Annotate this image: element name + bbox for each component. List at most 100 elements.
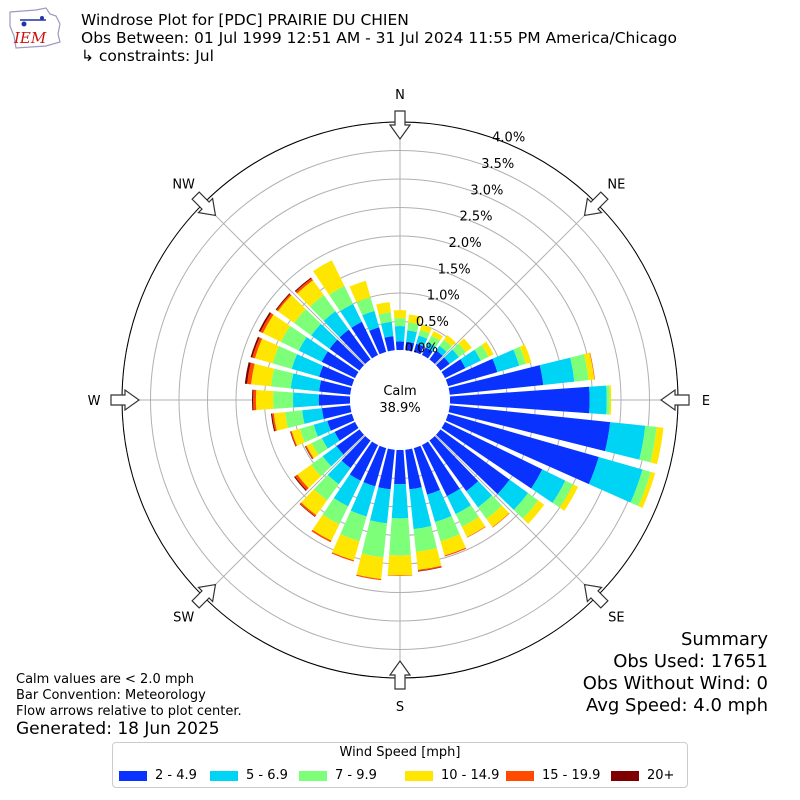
- wind-bar-segment: [413, 343, 424, 355]
- wind-bar-segment: [420, 324, 432, 334]
- wind-bar-segment: [584, 352, 595, 381]
- wind-bar-segment: [251, 363, 275, 387]
- wind-bar-segment: [362, 310, 380, 331]
- wind-bar-segment: [435, 429, 510, 495]
- wind-bar-segment: [650, 426, 664, 465]
- wind-bar-segment: [294, 277, 312, 292]
- wind-bar-segment: [340, 303, 362, 328]
- wind-bar-segment: [406, 330, 417, 344]
- wind-bar-segment: [492, 513, 510, 528]
- wind-bar-segment: [452, 343, 466, 358]
- iem-logo: IEM: [9, 7, 61, 49]
- wind-bar-segment: [605, 422, 646, 460]
- wind-bar-segment: [297, 464, 321, 489]
- wind-bar-segment: [270, 413, 276, 432]
- wind-bar-segment: [519, 344, 532, 364]
- legend-swatch: [405, 771, 433, 781]
- wind-bar-segment: [497, 479, 529, 510]
- legend-swatch: [611, 771, 639, 781]
- wind-bar-segment: [378, 448, 395, 490]
- wind-bar-segment: [301, 489, 328, 516]
- wind-bar-segment: [276, 293, 292, 312]
- wind-bar-segment: [474, 344, 489, 361]
- grid-spoke: [203, 435, 365, 597]
- wind-bar-segment: [309, 294, 336, 321]
- wind-bar-segment: [258, 312, 272, 332]
- wind-bar-segment: [322, 446, 344, 467]
- wind-bar-segment: [273, 412, 288, 431]
- flow-arrow-icon: [110, 388, 141, 412]
- wind-bar-segment: [417, 566, 442, 572]
- legend-label: 5 - 6.9: [246, 768, 288, 783]
- wind-bar-segment: [552, 480, 574, 508]
- wind-bar-segment: [407, 322, 419, 333]
- wind-bar-segment: [280, 325, 307, 351]
- radial-tick-label: 3.0%: [470, 183, 503, 198]
- wind-bar-segment: [394, 449, 406, 485]
- wind-bar-segment: [262, 314, 291, 342]
- wind-bar-segment: [340, 510, 367, 542]
- wind-bar-segment: [349, 280, 371, 303]
- wind-bar-segment: [477, 495, 503, 519]
- wind-bar-segment: [429, 350, 443, 365]
- wind-bar-segment: [376, 302, 391, 315]
- wind-bar-segment: [312, 514, 340, 541]
- wind-bar-segment: [441, 359, 466, 379]
- wind-bar-segment: [630, 469, 651, 507]
- wind-bar-segment: [387, 555, 413, 576]
- wind-bar-segment: [319, 380, 352, 395]
- legend-swatch: [210, 771, 238, 781]
- wind-bar-segment: [293, 392, 319, 408]
- wind-bar-segment: [252, 337, 263, 359]
- wind-bar-segment: [302, 408, 324, 424]
- wind-bar-segment: [323, 311, 349, 338]
- radial-tick-label: 2.0%: [449, 236, 482, 251]
- legend-swatch: [299, 771, 327, 781]
- wind-bar-segment: [413, 445, 441, 495]
- wind-bar-segment: [321, 405, 352, 419]
- wind-bar-segment: [250, 336, 260, 358]
- wind-bar-segment: [363, 445, 387, 487]
- wind-bar-segment: [339, 329, 371, 365]
- wind-bar-segment: [318, 394, 351, 406]
- wind-bar-segment: [440, 534, 466, 556]
- wind-bar-segment: [384, 336, 395, 352]
- wind-bar-segment: [294, 474, 309, 491]
- generated-date: Generated: 18 Jun 2025: [16, 719, 220, 739]
- wind-bar-segment: [444, 349, 459, 364]
- wind-bar-segment: [332, 534, 360, 561]
- grid-spoke: [203, 203, 365, 365]
- legend-swatch: [119, 771, 147, 781]
- wind-bar-segment: [299, 503, 316, 518]
- wind-bar-segment: [466, 481, 493, 508]
- flow-arrow-icon: [191, 583, 217, 609]
- flow-arrow-icon: [583, 191, 609, 217]
- constraints: ↳ constraints: Jul: [81, 47, 214, 65]
- wind-bar-segment: [327, 460, 351, 485]
- wind-bar-segment: [361, 520, 388, 558]
- wind-bar-segment: [294, 309, 321, 336]
- wind-bar-segment: [458, 338, 472, 353]
- flow-arrow-icon: [659, 388, 690, 412]
- wind-bar-segment: [319, 365, 355, 387]
- wind-bar-segment: [391, 483, 409, 519]
- direction-label: N: [395, 88, 405, 103]
- wind-bar-segment: [369, 487, 391, 524]
- legend-label: 10 - 14.9: [441, 768, 500, 783]
- wind-bar-segment: [290, 431, 298, 447]
- wind-bar-segment: [298, 336, 328, 362]
- wind-bar-segment: [311, 438, 328, 456]
- wind-bar-segment: [415, 548, 442, 570]
- wind-bar-segment: [522, 500, 545, 524]
- wind-bar-segment: [349, 441, 379, 481]
- radial-tick-label: 3.5%: [481, 157, 514, 172]
- wind-bar-segment: [427, 489, 452, 523]
- wind-bar-segment: [244, 362, 251, 384]
- wind-bar-segment: [253, 389, 257, 411]
- wind-bar-segment: [272, 346, 298, 369]
- wind-bar-segment: [395, 341, 405, 351]
- flow-arrow-icon: [388, 659, 412, 690]
- wind-bar-segment: [425, 342, 436, 352]
- wind-bar-segment: [393, 310, 407, 319]
- radial-tick-label: 1.5%: [438, 262, 471, 277]
